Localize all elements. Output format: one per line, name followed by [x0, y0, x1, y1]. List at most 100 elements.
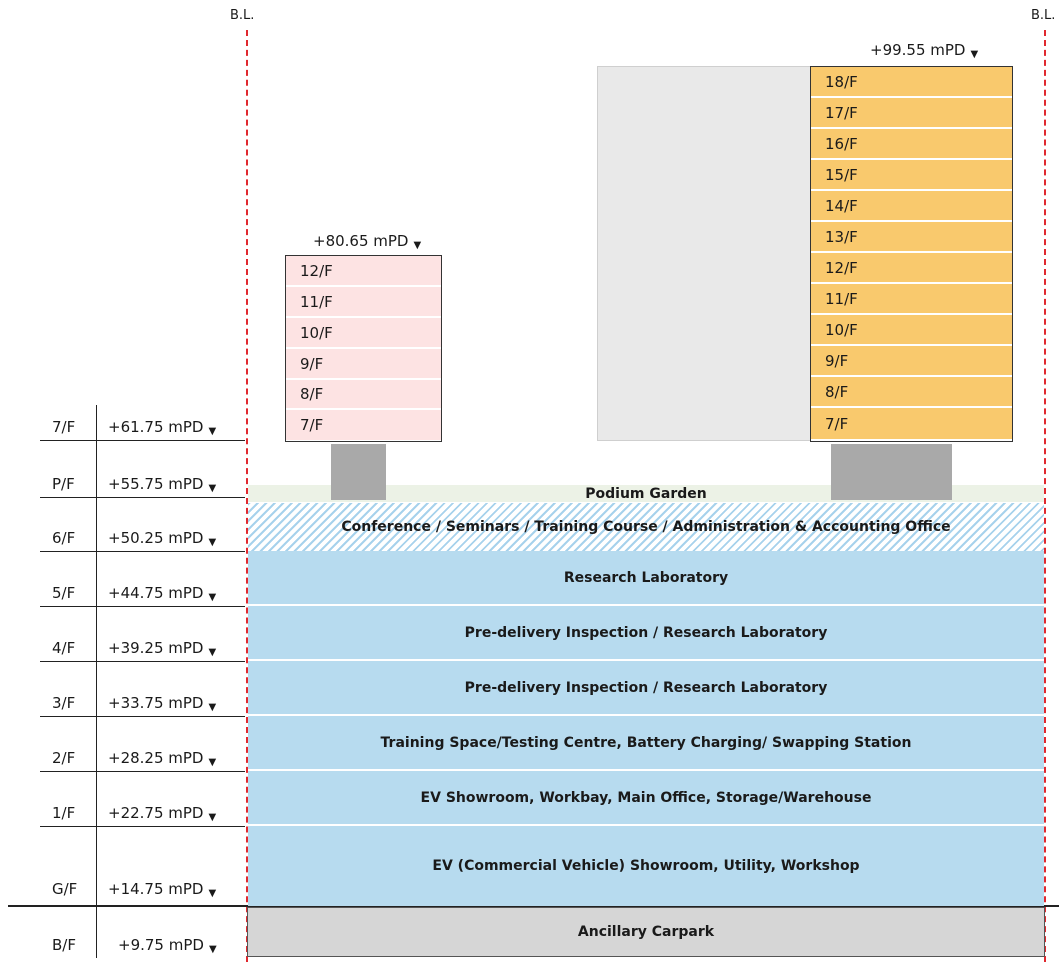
boundary-line-right — [1044, 30, 1046, 962]
tower-left-floor: 10/F — [286, 318, 441, 349]
level-floor-label: 1/F — [52, 804, 76, 822]
tower-right-top-level-text: +99.55 mPD — [870, 41, 966, 59]
podium-floor-label: EV Showroom, Workbay, Main Office, Stora… — [420, 789, 872, 806]
tower-right-floor: 7/F — [811, 408, 1012, 439]
level-line — [40, 440, 245, 441]
podium-floor-label: Research Laboratory — [563, 569, 729, 586]
level-mpd-text: +22.75 mPD — [108, 804, 204, 822]
tower-right-floor: 18/F — [811, 67, 1012, 98]
level-mpd-text: +50.25 mPD — [108, 529, 204, 547]
level-mpd-text: +33.75 mPD — [108, 694, 204, 712]
level-line — [40, 771, 245, 772]
level-mpd-text: +9.75 mPD — [118, 936, 204, 954]
tower-right-top-level: +99.55 mPD ▼ — [870, 41, 979, 60]
level-marker-icon: ▼ — [970, 49, 979, 60]
level-mpd-label: +33.75 mPD ▼ — [108, 694, 217, 713]
tower-left: 12/F 11/F 10/F 9/F 8/F 7/F — [285, 255, 442, 442]
level-floor-label: B/F — [52, 936, 76, 954]
level-mpd-label: +39.25 mPD ▼ — [108, 639, 217, 658]
podium-floor-label: Pre-delivery Inspection / Research Labor… — [464, 624, 828, 641]
level-mpd-label: +44.75 mPD ▼ — [108, 584, 217, 603]
podium-floor-2f: Training Space/Testing Centre, Battery C… — [248, 716, 1044, 771]
level-mpd-label: +61.75 mPD ▼ — [108, 418, 217, 437]
level-marker-icon: ▼ — [208, 426, 217, 437]
level-mpd-label: +28.25 mPD ▼ — [108, 749, 217, 768]
level-floor-label: 7/F — [52, 418, 76, 436]
level-mpd-text: +39.25 mPD — [108, 639, 204, 657]
level-mpd-label: +9.75 mPD ▼ — [118, 936, 217, 955]
tower-right-backdrop — [597, 66, 811, 441]
level-mpd-label: +22.75 mPD ▼ — [108, 804, 217, 823]
tower-right-floor: 11/F — [811, 284, 1012, 315]
level-axis-basement — [96, 906, 97, 958]
tower-right-floor: 17/F — [811, 98, 1012, 129]
level-mpd-text: +44.75 mPD — [108, 584, 204, 602]
tower-left-top-level: +80.65 mPD ▼ — [313, 232, 422, 251]
tower-right-floor: 10/F — [811, 315, 1012, 346]
podium-floor-label: Ancillary Carpark — [577, 924, 715, 940]
podium-floor-5f: Research Laboratory — [248, 551, 1044, 606]
level-marker-icon: ▼ — [208, 944, 217, 955]
tower-left-floor: 11/F — [286, 287, 441, 318]
level-marker-icon: ▼ — [208, 592, 217, 603]
level-line — [40, 606, 245, 607]
podium-garden-label: Podium Garden — [585, 485, 707, 502]
level-line — [40, 716, 245, 717]
level-line — [40, 551, 245, 552]
level-axis — [96, 405, 97, 905]
level-floor-label: 4/F — [52, 639, 76, 657]
tower-left-floor: 9/F — [286, 349, 441, 380]
level-line — [40, 497, 245, 498]
tower-right-floor: 16/F — [811, 129, 1012, 160]
tower-right: 18/F 17/F 16/F 15/F 14/F 13/F 12/F 11/F … — [810, 66, 1013, 442]
boundary-label-right: B.L. — [1031, 8, 1056, 23]
level-mpd-text: +14.75 mPD — [108, 880, 204, 898]
tower-right-floor: 13/F — [811, 222, 1012, 253]
tower-left-floor: 7/F — [286, 410, 441, 440]
boundary-line-left — [246, 30, 248, 962]
level-mpd-text: +28.25 mPD — [108, 749, 204, 767]
level-floor-label: P/F — [52, 475, 75, 493]
tower-right-floor: 14/F — [811, 191, 1012, 222]
level-marker-icon: ▼ — [413, 240, 422, 251]
level-marker-icon: ▼ — [208, 757, 217, 768]
podium-floor-3f: Pre-delivery Inspection / Research Labor… — [248, 661, 1044, 716]
tower-right-floor: 9/F — [811, 346, 1012, 377]
level-line — [40, 661, 245, 662]
tower-right-floor: 15/F — [811, 160, 1012, 191]
level-marker-icon: ▼ — [208, 647, 217, 658]
ground-line — [8, 905, 1059, 907]
level-mpd-label: +50.25 mPD ▼ — [108, 529, 217, 548]
podium-floor-label: Pre-delivery Inspection / Research Labor… — [464, 679, 828, 696]
podium-floor-label: Training Space/Testing Centre, Battery C… — [380, 734, 912, 751]
podium-floor-label: EV (Commercial Vehicle) Showroom, Utilit… — [432, 858, 860, 874]
level-marker-icon: ▼ — [208, 537, 217, 548]
level-floor-label: 3/F — [52, 694, 76, 712]
podium-floor-label: Conference / Seminars / Training Course … — [341, 519, 951, 535]
tower-right-core — [831, 444, 952, 500]
level-mpd-text: +55.75 mPD — [108, 475, 204, 493]
podium-floor-bf: Ancillary Carpark — [247, 907, 1045, 957]
podium-floor-6f: Conference / Seminars / Training Course … — [248, 503, 1044, 551]
level-marker-icon: ▼ — [208, 888, 217, 899]
level-mpd-label: +55.75 mPD ▼ — [108, 475, 217, 494]
level-floor-label: G/F — [52, 880, 78, 898]
podium-floor-4f: Pre-delivery Inspection / Research Labor… — [248, 606, 1044, 661]
tower-right-floor: 12/F — [811, 253, 1012, 284]
level-mpd-label: +14.75 mPD ▼ — [108, 880, 217, 899]
tower-left-core — [331, 444, 386, 500]
level-floor-label: 2/F — [52, 749, 76, 767]
level-mpd-text: +61.75 mPD — [108, 418, 204, 436]
tower-left-floor: 8/F — [286, 380, 441, 410]
level-marker-icon: ▼ — [208, 812, 217, 823]
level-line — [40, 826, 245, 827]
tower-right-floor: 8/F — [811, 377, 1012, 408]
podium-floor-1f: EV Showroom, Workbay, Main Office, Stora… — [248, 771, 1044, 826]
level-marker-icon: ▼ — [208, 702, 217, 713]
tower-left-floor: 12/F — [286, 256, 441, 287]
level-floor-label: 5/F — [52, 584, 76, 602]
level-floor-label: 6/F — [52, 529, 76, 547]
level-marker-icon: ▼ — [208, 483, 217, 494]
boundary-label-left: B.L. — [230, 8, 255, 23]
podium-floor-gf: EV (Commercial Vehicle) Showroom, Utilit… — [248, 826, 1044, 906]
